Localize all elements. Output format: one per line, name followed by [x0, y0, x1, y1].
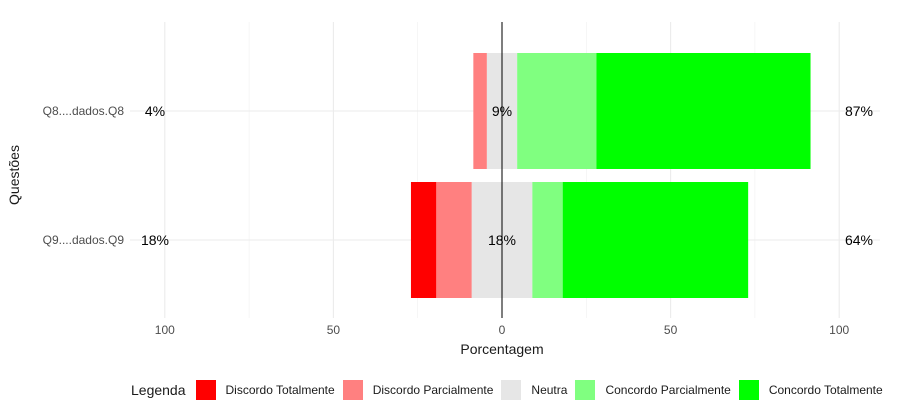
value-labels: 4% 9% 87% 18% 18% 64%: [141, 103, 873, 248]
legend-item: Neutra: [501, 380, 567, 400]
legend-item: Discordo Totalmente: [195, 380, 335, 400]
legend-item: Concordo Totalmente: [738, 380, 883, 400]
legend-swatch: [501, 380, 522, 400]
x-tick-label: 100: [155, 323, 175, 337]
left-percent-label: 4%: [145, 103, 165, 119]
bar-discordo-parcialmente: [436, 182, 472, 298]
center-percent-label: 9%: [492, 103, 512, 119]
center-percent-label: 18%: [488, 232, 516, 248]
right-percent-label: 64%: [845, 232, 873, 248]
legend-label: Concordo Totalmente: [768, 383, 883, 397]
legend-swatch: [342, 380, 363, 400]
legend: Legenda Discordo Totalmente Discordo Parc…: [131, 378, 891, 402]
bar-concordo-totalmente: [562, 182, 749, 298]
x-tick-label: 0: [499, 323, 506, 337]
legend-label: Discordo Totalmente: [225, 383, 335, 397]
x-tick-labels: 100 50 0 50 100: [155, 323, 850, 337]
x-tick-label: 100: [829, 323, 849, 337]
legend-items: Discordo Totalmente Discordo Parcialmente…: [195, 380, 891, 400]
y-tick-labels: Q8....dados.Q8 Q9....dados.Q9: [43, 104, 125, 247]
legend-swatch: [738, 380, 759, 400]
x-tick-label: 50: [327, 323, 341, 337]
legend-title: Legenda: [131, 382, 186, 398]
y-tick-label: Q9....dados.Q9: [43, 233, 125, 247]
bars-layer: [410, 53, 811, 298]
bar-concordo-totalmente: [596, 53, 811, 169]
left-percent-label: 18%: [141, 232, 169, 248]
legend-item: Concordo Parcialmente: [575, 380, 731, 400]
x-axis-title: Porcentagem: [460, 341, 543, 357]
legend-label: Neutra: [531, 383, 568, 397]
legend-label: Concordo Parcialmente: [605, 383, 731, 397]
legend-label: Discordo Parcialmente: [372, 383, 494, 397]
x-tick-label: 50: [664, 323, 678, 337]
right-percent-label: 87%: [845, 103, 873, 119]
bar-discordo-totalmente: [410, 182, 437, 298]
y-tick-label: Q8....dados.Q8: [43, 104, 125, 118]
legend-item: Discordo Parcialmente: [342, 380, 494, 400]
bar-concordo-parcialmente: [517, 53, 597, 169]
bar-concordo-parcialmente: [532, 182, 563, 298]
legend-swatch: [195, 380, 216, 400]
bar-discordo-parcialmente: [473, 53, 487, 169]
legend-swatch: [575, 380, 596, 400]
y-axis-title: Questões: [6, 145, 22, 205]
